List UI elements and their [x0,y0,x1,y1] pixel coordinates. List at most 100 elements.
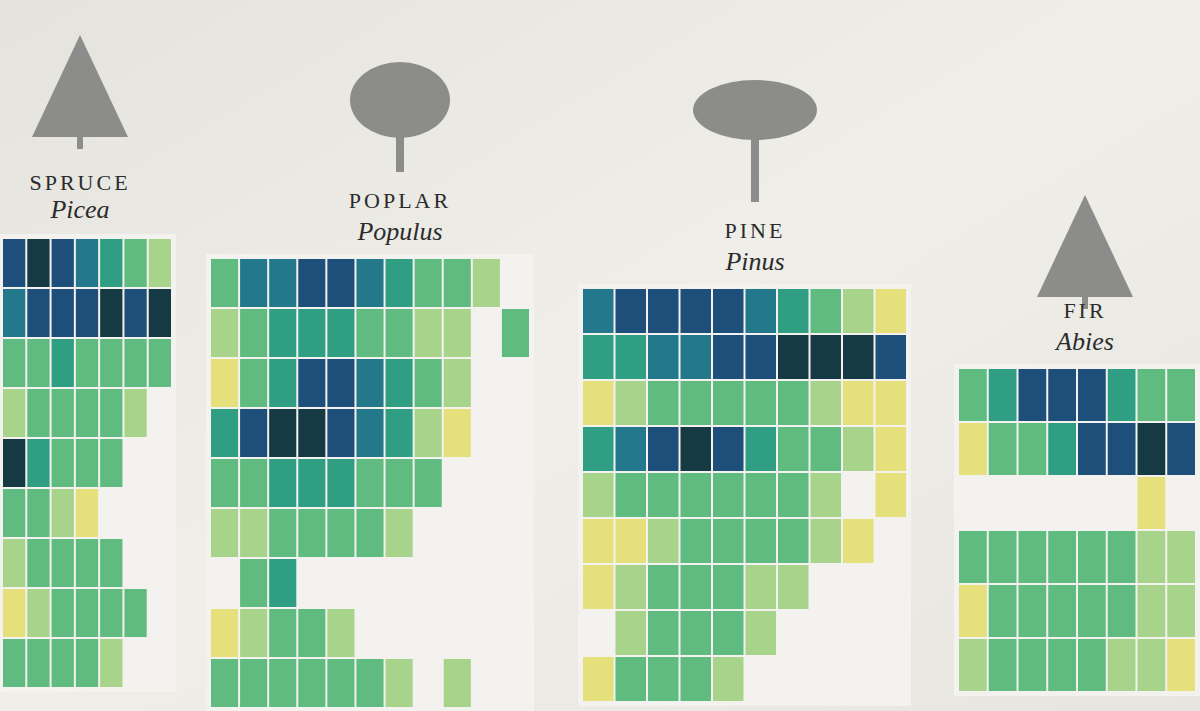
cell [616,473,647,517]
cell [269,259,296,307]
cell [876,335,907,379]
cell [989,369,1017,421]
cell [1078,369,1106,421]
tree-icon [32,35,128,149]
cell [327,609,354,657]
cell [1048,369,1076,421]
cell [415,259,442,307]
cell [1078,531,1106,583]
cell [876,381,907,425]
latin-name: Picea [49,195,109,224]
cell [386,359,413,407]
cell [211,509,238,557]
cell [27,539,49,587]
cell [648,657,679,701]
cell [100,439,122,487]
cell [681,565,712,609]
cell [52,389,74,437]
cell [648,289,679,333]
cell [713,289,744,333]
cell [386,409,413,457]
cell [876,427,907,471]
panel: POPLARPopulus [206,62,534,711]
cell [746,381,777,425]
cell [76,489,98,537]
cell [100,539,122,587]
cell [1048,423,1076,475]
cell [1138,369,1166,421]
cell [52,489,74,537]
cell [100,589,122,637]
cell [681,427,712,471]
cell [27,639,49,687]
cell [648,427,679,471]
cell [240,359,267,407]
cell [211,609,238,657]
cell [959,423,987,475]
cell [444,309,471,357]
cell [1108,423,1136,475]
cell [356,459,383,507]
cell [1019,369,1047,421]
cell [1167,369,1195,421]
cell [3,339,25,387]
panel-paper [578,284,911,706]
cell [1108,585,1136,637]
cell [269,309,296,357]
cell [211,409,238,457]
cell [100,339,122,387]
cell [386,309,413,357]
cell [843,289,874,333]
cell [149,239,171,287]
cell [124,289,146,337]
cell [211,309,238,357]
background [0,0,1200,711]
cell [240,559,267,607]
cell [415,459,442,507]
cell [746,519,777,563]
panel-paper [0,234,176,692]
cell [681,611,712,655]
panel-paper [206,254,534,711]
cell [778,335,809,379]
cell [298,509,325,557]
tree-name: SPRUCE [29,170,130,195]
cell [3,489,25,537]
cell [778,381,809,425]
cell [76,239,98,287]
cell [240,409,267,457]
cell [778,473,809,517]
cell [583,335,614,379]
cell [843,381,874,425]
cell [989,531,1017,583]
cell [778,427,809,471]
cell [52,439,74,487]
tree-name: PINE [725,218,786,243]
cell [616,289,647,333]
cell [327,509,354,557]
cell [298,659,325,707]
cell [648,335,679,379]
cell [959,639,987,691]
cell [211,459,238,507]
cell [298,359,325,407]
cell [52,589,74,637]
cell [1167,585,1195,637]
cell [27,339,49,387]
cell [616,611,647,655]
cell [648,565,679,609]
cell [327,259,354,307]
cell [444,259,471,307]
cell [1078,423,1106,475]
cell [149,339,171,387]
cell [1138,423,1166,475]
cell [76,589,98,637]
cell [1019,423,1047,475]
cell [583,565,614,609]
cell [648,381,679,425]
cell [327,359,354,407]
cell [3,639,25,687]
cell [989,423,1017,475]
cell [746,473,777,517]
cell [27,439,49,487]
